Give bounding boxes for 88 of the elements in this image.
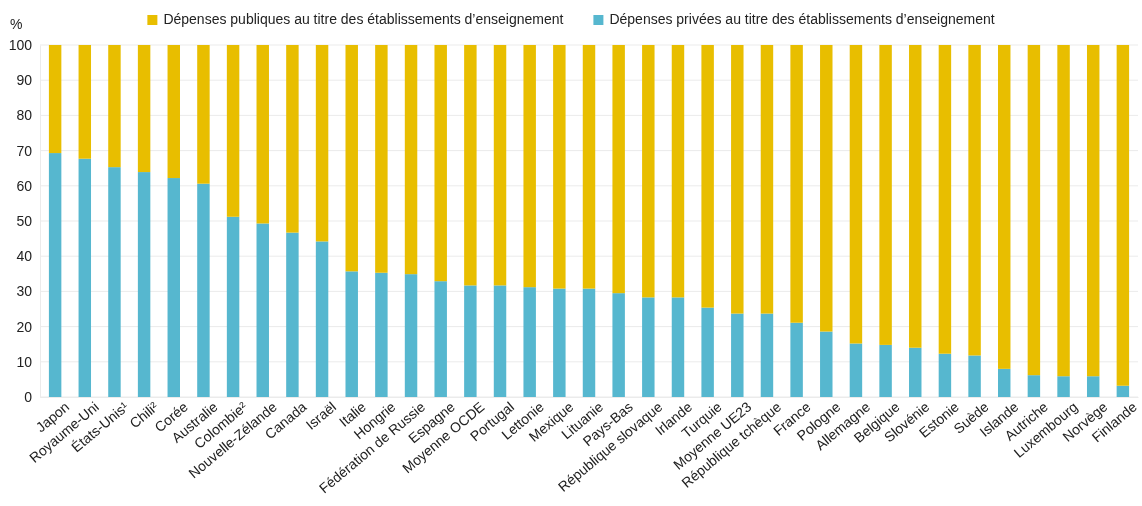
bar <box>790 322 803 397</box>
bar <box>434 281 447 397</box>
bar <box>464 45 477 286</box>
bar <box>108 45 121 168</box>
bar <box>968 45 981 356</box>
bar <box>909 347 922 397</box>
bar <box>286 232 299 397</box>
bar <box>938 353 952 397</box>
bar <box>820 331 833 397</box>
bar <box>375 45 388 273</box>
bar <box>464 285 477 397</box>
bar <box>404 274 418 397</box>
y-tick-label: 20 <box>16 318 33 335</box>
bar <box>701 45 714 308</box>
y-tick-label: 80 <box>16 107 33 124</box>
bar <box>1086 376 1100 397</box>
bar <box>820 45 833 332</box>
bar <box>78 158 92 397</box>
bar <box>731 313 744 397</box>
bar <box>790 45 803 323</box>
bar <box>256 223 269 397</box>
bar <box>226 45 240 217</box>
bar <box>760 313 774 397</box>
bar <box>1057 376 1070 397</box>
y-axis-title: % <box>10 16 23 32</box>
bar <box>731 45 744 314</box>
bar <box>612 45 625 294</box>
bar <box>849 45 863 344</box>
bar <box>434 45 447 282</box>
bar <box>167 178 180 397</box>
bar <box>523 287 536 397</box>
bar <box>1027 375 1041 397</box>
bar <box>760 45 774 314</box>
y-tick-label: 10 <box>16 353 33 370</box>
bar <box>553 45 566 289</box>
bar <box>493 285 507 397</box>
bar <box>671 297 685 397</box>
bar <box>968 355 981 397</box>
bar <box>582 288 596 397</box>
bar <box>197 45 210 184</box>
bar <box>582 45 596 289</box>
bar <box>137 45 151 173</box>
bar <box>345 45 358 272</box>
legend-label: Dépenses publiques au titre des établissements d’enseignement <box>163 11 564 27</box>
y-tick-label: 50 <box>16 212 33 229</box>
bar <box>523 45 536 288</box>
y-tick-label: 30 <box>16 283 33 300</box>
y-tick-label: 0 <box>24 388 33 405</box>
bar <box>1057 45 1070 377</box>
bar <box>315 241 329 397</box>
bar <box>642 45 655 298</box>
legend-label: Dépenses privées au titre des établissements d’enseignement <box>609 11 995 27</box>
bar <box>256 45 269 224</box>
bar <box>879 45 892 345</box>
bar <box>345 271 358 397</box>
bar <box>553 288 566 397</box>
y-tick-label: 60 <box>16 177 33 194</box>
bar <box>315 45 329 242</box>
y-tick-label: 90 <box>16 72 33 89</box>
bar <box>998 45 1011 369</box>
y-tick-label: 40 <box>16 248 33 265</box>
y-tick-label: 70 <box>16 142 33 159</box>
bar <box>1027 45 1041 376</box>
bar <box>48 153 62 397</box>
bar <box>998 368 1011 397</box>
bar <box>137 172 151 397</box>
bar <box>938 45 952 354</box>
bar <box>1116 45 1130 386</box>
bar <box>404 45 418 275</box>
bar <box>909 45 922 348</box>
bar <box>108 167 121 397</box>
y-tick-label: 100 <box>8 36 33 53</box>
bar <box>493 45 507 286</box>
bar <box>671 45 685 298</box>
bar <box>197 183 210 397</box>
bar <box>286 45 299 233</box>
bar <box>1086 45 1100 377</box>
bar <box>226 216 240 397</box>
bar <box>642 297 655 397</box>
bar <box>48 45 62 154</box>
bar <box>849 343 863 397</box>
bar <box>78 45 92 159</box>
bar <box>701 307 714 397</box>
bar <box>375 272 388 397</box>
bar <box>1116 385 1130 397</box>
bar <box>167 45 180 179</box>
bar <box>612 293 625 397</box>
bar <box>879 344 892 397</box>
